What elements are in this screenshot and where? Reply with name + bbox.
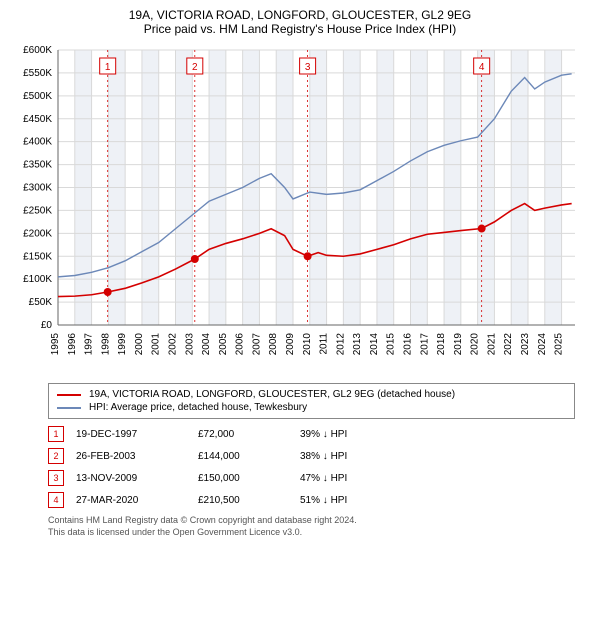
- table-row: 2 26-FEB-2003£144,00038% ↓ HPI: [48, 445, 359, 467]
- transactions-table: 1 19-DEC-1997£72,00039% ↓ HPI 2 26-FEB-2003…: [48, 423, 359, 511]
- svg-text:£200K: £200K: [23, 228, 52, 239]
- chart-title: 19A, VICTORIA ROAD, LONGFORD, GLOUCESTER…: [0, 0, 600, 22]
- legend-label: 19A, VICTORIA ROAD, LONGFORD, GLOUCESTER…: [89, 389, 455, 400]
- row-marker: 4: [48, 492, 64, 508]
- svg-text:3: 3: [305, 62, 311, 73]
- legend-item-0: 19A, VICTORIA ROAD, LONGFORD, GLOUCESTER…: [57, 388, 566, 401]
- svg-text:2018: 2018: [436, 333, 447, 356]
- svg-text:£450K: £450K: [23, 114, 52, 125]
- svg-text:2011: 2011: [319, 333, 330, 355]
- row-date: 13-NOV-2009: [76, 467, 198, 489]
- svg-text:2009: 2009: [285, 333, 296, 356]
- marker-dot-3: [304, 252, 312, 260]
- svg-text:1996: 1996: [67, 333, 78, 356]
- svg-text:2002: 2002: [168, 333, 179, 356]
- svg-text:2: 2: [192, 62, 198, 73]
- svg-text:2019: 2019: [453, 333, 464, 356]
- svg-text:1999: 1999: [117, 333, 128, 356]
- svg-text:2006: 2006: [235, 333, 246, 356]
- table-row: 1 19-DEC-1997£72,00039% ↓ HPI: [48, 423, 359, 445]
- row-price: £72,000: [198, 423, 300, 445]
- svg-text:£0: £0: [41, 320, 53, 331]
- row-marker: 1: [48, 426, 64, 442]
- row-marker: 3: [48, 470, 64, 486]
- svg-text:2001: 2001: [151, 333, 162, 356]
- marker-dot-1: [104, 288, 112, 296]
- footer-line-1: Contains HM Land Registry data © Crown c…: [48, 515, 575, 527]
- svg-text:£400K: £400K: [23, 137, 52, 148]
- svg-text:£550K: £550K: [23, 68, 52, 79]
- row-date: 26-FEB-2003: [76, 445, 198, 467]
- svg-text:£250K: £250K: [23, 205, 52, 216]
- row-marker: 2: [48, 448, 64, 464]
- svg-text:2025: 2025: [554, 333, 565, 356]
- svg-text:2022: 2022: [503, 333, 514, 356]
- legend: 19A, VICTORIA ROAD, LONGFORD, GLOUCESTER…: [48, 383, 575, 419]
- table-row: 4 27-MAR-2020£210,50051% ↓ HPI: [48, 489, 359, 511]
- chart-subtitle: Price paid vs. HM Land Registry's House …: [0, 22, 600, 40]
- svg-text:£300K: £300K: [23, 183, 52, 194]
- svg-text:£600K: £600K: [23, 45, 52, 56]
- legend-swatch: [57, 394, 81, 396]
- svg-text:2005: 2005: [218, 333, 229, 356]
- row-price: £144,000: [198, 445, 300, 467]
- svg-text:£150K: £150K: [23, 251, 52, 262]
- footer-line-2: This data is licensed under the Open Gov…: [48, 527, 575, 539]
- legend-swatch: [57, 407, 81, 409]
- row-pct: 39% ↓ HPI: [300, 423, 359, 445]
- svg-text:1: 1: [105, 62, 111, 73]
- legend-label: HPI: Average price, detached house, Tewk…: [89, 402, 307, 413]
- row-date: 19-DEC-1997: [76, 423, 198, 445]
- svg-text:2012: 2012: [335, 333, 346, 356]
- svg-text:2021: 2021: [486, 333, 497, 356]
- svg-text:1997: 1997: [84, 333, 95, 356]
- svg-text:2023: 2023: [520, 333, 531, 356]
- svg-text:£50K: £50K: [29, 297, 53, 308]
- svg-text:2008: 2008: [268, 333, 279, 356]
- svg-text:2007: 2007: [251, 333, 262, 356]
- svg-text:2010: 2010: [302, 333, 313, 356]
- row-pct: 51% ↓ HPI: [300, 489, 359, 511]
- svg-text:2013: 2013: [352, 333, 363, 356]
- row-pct: 47% ↓ HPI: [300, 467, 359, 489]
- svg-text:4: 4: [479, 62, 485, 73]
- svg-text:£500K: £500K: [23, 91, 52, 102]
- svg-text:2020: 2020: [470, 333, 481, 356]
- row-price: £150,000: [198, 467, 300, 489]
- row-date: 27-MAR-2020: [76, 489, 198, 511]
- chart-container: 19A, VICTORIA ROAD, LONGFORD, GLOUCESTER…: [0, 0, 600, 538]
- marker-dot-4: [478, 225, 486, 233]
- svg-text:2003: 2003: [184, 333, 195, 356]
- svg-text:2016: 2016: [403, 333, 414, 356]
- svg-text:£100K: £100K: [23, 274, 52, 285]
- svg-text:1998: 1998: [100, 333, 111, 356]
- row-price: £210,500: [198, 489, 300, 511]
- svg-text:2014: 2014: [369, 333, 380, 356]
- line-chart-svg: £0 £50K £100K £150K £200K £250K £300K £350K £400…: [10, 40, 590, 370]
- svg-text:1995: 1995: [50, 333, 61, 356]
- svg-text:£350K: £350K: [23, 160, 52, 171]
- svg-text:2000: 2000: [134, 333, 145, 356]
- table-row: 3 13-NOV-2009£150,00047% ↓ HPI: [48, 467, 359, 489]
- legend-item-1: HPI: Average price, detached house, Tewk…: [57, 401, 566, 414]
- svg-text:2015: 2015: [386, 333, 397, 356]
- svg-text:2004: 2004: [201, 333, 212, 356]
- svg-text:2024: 2024: [537, 333, 548, 356]
- chart-area: £0 £50K £100K £150K £200K £250K £300K £350K £400…: [10, 40, 590, 375]
- svg-text:2017: 2017: [419, 333, 430, 356]
- footer-attribution: Contains HM Land Registry data © Crown c…: [48, 515, 575, 538]
- row-pct: 38% ↓ HPI: [300, 445, 359, 467]
- marker-dot-2: [191, 255, 199, 263]
